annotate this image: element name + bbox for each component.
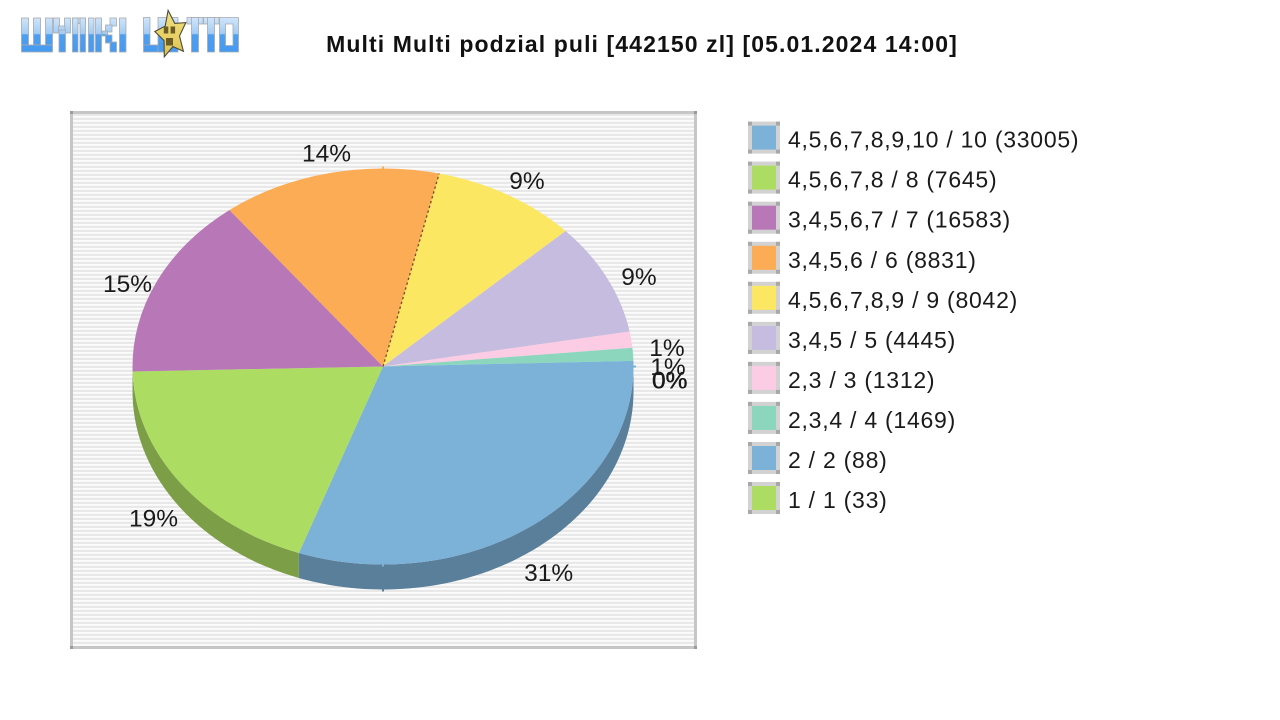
svg-text:0%: 0% [652,368,687,395]
svg-text:1%: 1% [650,354,685,381]
svg-text:19%: 19% [129,506,178,533]
svg-text:14%: 14% [302,141,351,168]
svg-text:9%: 9% [621,264,656,291]
svg-text:4,5,6,7,8,9,10 / 10 (33005): 4,5,6,7,8,9,10 / 10 (33005) [788,127,1079,153]
svg-text:1%: 1% [649,335,684,362]
svg-text:1 / 1 (33): 1 / 1 (33) [788,487,888,513]
svg-text:3,4,5,6 / 6 (8831): 3,4,5,6 / 6 (8831) [788,247,977,273]
svg-text:9%: 9% [509,168,544,195]
svg-text:4,5,6,7,8 / 8 (7645): 4,5,6,7,8 / 8 (7645) [788,167,997,193]
svg-text:0%: 0% [652,368,687,395]
svg-text:2,3,4 / 4 (1469): 2,3,4 / 4 (1469) [788,407,956,433]
svg-text:2,3 / 3 (1312): 2,3 / 3 (1312) [788,367,935,393]
svg-text:4,5,6,7,8,9 / 9 (8042): 4,5,6,7,8,9 / 9 (8042) [788,287,1018,313]
svg-text:2 / 2 (88): 2 / 2 (88) [788,447,888,473]
svg-text:31%: 31% [524,560,573,587]
svg-text:3,4,5,6,7 / 7 (16583): 3,4,5,6,7 / 7 (16583) [788,207,1011,233]
svg-text:3,4,5 / 5 (4445): 3,4,5 / 5 (4445) [788,327,956,353]
svg-text:15%: 15% [103,271,152,298]
